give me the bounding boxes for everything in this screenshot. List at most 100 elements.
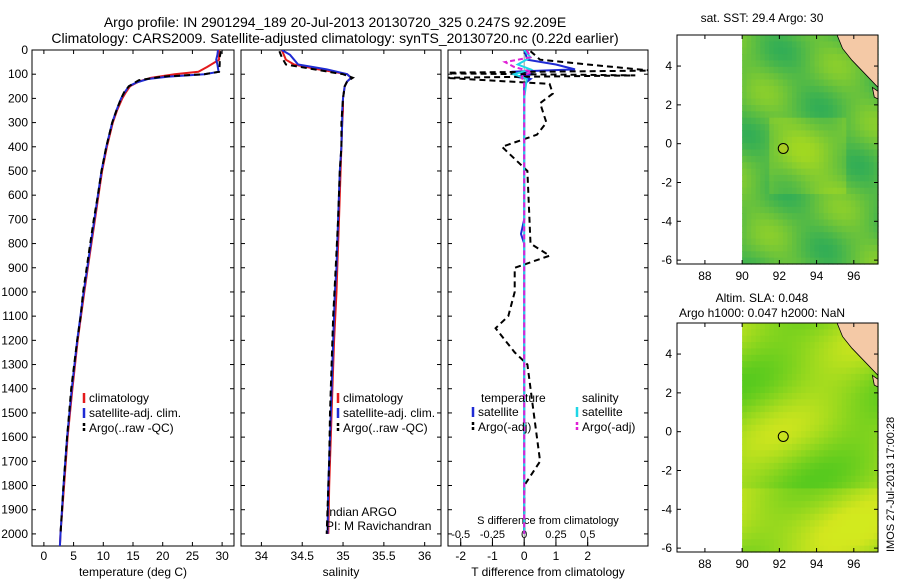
map-cell xyxy=(837,450,843,458)
map-cell xyxy=(850,501,856,509)
map-cell xyxy=(828,124,834,132)
map-cell xyxy=(746,507,752,515)
map-cell xyxy=(873,194,879,201)
map-cell xyxy=(837,373,843,381)
map-cell xyxy=(801,456,807,464)
map-cell xyxy=(764,225,770,233)
map-cell xyxy=(782,323,788,330)
map-cell xyxy=(846,532,852,540)
map-cell xyxy=(841,200,847,208)
map-cell xyxy=(805,85,811,93)
map-cell xyxy=(751,162,757,170)
map-cell xyxy=(819,181,825,189)
map-cell xyxy=(837,130,843,138)
map-cell xyxy=(810,92,816,100)
map-cell xyxy=(832,412,838,420)
map-cell xyxy=(864,437,870,445)
map-x-tick-label: 96 xyxy=(847,269,861,283)
map-cell xyxy=(868,431,874,439)
map-cell xyxy=(751,181,757,189)
map-cell xyxy=(778,257,784,265)
map-cell xyxy=(805,329,811,337)
map-cell xyxy=(864,149,870,157)
map-cell xyxy=(769,92,775,100)
series-line-argo-raw-qc- xyxy=(59,51,222,534)
map-cell xyxy=(792,520,798,528)
map-cell xyxy=(773,488,779,496)
map-cell xyxy=(755,238,761,246)
map-x-tick-label: 94 xyxy=(810,557,824,571)
map-cell xyxy=(773,47,779,55)
map-cell xyxy=(751,225,757,233)
map-cell xyxy=(819,545,825,553)
map-cell xyxy=(810,348,816,356)
depth-tick-label: 0 xyxy=(21,43,28,57)
map-cell xyxy=(801,501,807,509)
map-cell xyxy=(782,373,788,381)
map-cell xyxy=(796,238,802,246)
map-cell xyxy=(846,520,852,528)
map-frame xyxy=(676,34,879,265)
map-cell xyxy=(760,41,766,49)
map-cell xyxy=(855,399,861,407)
map-cell xyxy=(782,238,788,246)
legend-item: climatology xyxy=(89,391,149,405)
map-cell xyxy=(773,244,779,252)
map-cell xyxy=(850,532,856,540)
map-cell xyxy=(828,60,834,68)
map-cell xyxy=(873,251,879,259)
map-cell xyxy=(846,501,852,509)
map-cell xyxy=(773,393,779,400)
map-cell xyxy=(868,437,874,445)
map-cell xyxy=(837,393,843,400)
map-cell xyxy=(828,507,834,515)
map-cell xyxy=(805,475,811,483)
map-cell xyxy=(841,117,847,125)
map-cell xyxy=(769,520,775,528)
map-cell xyxy=(778,79,784,87)
map-cell xyxy=(792,526,798,534)
map-cell xyxy=(742,335,748,343)
map-cell xyxy=(773,373,779,381)
legend-item: satellite-adj. clim. xyxy=(343,406,435,420)
map-cell xyxy=(814,386,820,394)
map-cell xyxy=(873,105,879,112)
map-cell xyxy=(751,47,757,55)
map-cell xyxy=(764,329,770,337)
map-cell xyxy=(868,181,874,189)
map-cell xyxy=(796,386,802,394)
map-cell xyxy=(792,168,798,176)
map-cell xyxy=(764,98,770,106)
map-cell xyxy=(810,399,816,407)
map-cell xyxy=(855,85,861,93)
map-cell xyxy=(801,92,807,100)
map-cell xyxy=(782,111,788,119)
map-cell xyxy=(814,206,820,214)
map-cell xyxy=(841,418,847,426)
map-cell xyxy=(764,149,770,157)
map-cell xyxy=(751,79,757,87)
map-cell xyxy=(755,539,761,547)
map-cell xyxy=(751,456,757,464)
map-cell xyxy=(873,462,879,470)
x-tick-label-S: 0.25 xyxy=(545,529,566,541)
map-cell xyxy=(823,174,829,182)
map-cell xyxy=(751,526,757,534)
map-cell xyxy=(846,405,852,413)
map-cell xyxy=(805,219,811,227)
map-cell xyxy=(828,251,834,259)
map-cell xyxy=(801,168,807,176)
map-cell xyxy=(832,60,838,68)
map-cell xyxy=(873,238,879,246)
map-cell xyxy=(801,238,807,246)
map-cell xyxy=(832,507,838,515)
map-cell xyxy=(742,213,748,221)
map-cell xyxy=(755,393,761,400)
map-cell xyxy=(841,354,847,362)
map-cell xyxy=(850,354,856,362)
map-cell xyxy=(805,111,811,119)
map-cell xyxy=(760,354,766,362)
map-cell xyxy=(850,513,856,521)
map-cell xyxy=(805,354,811,362)
map-cell xyxy=(810,373,816,381)
